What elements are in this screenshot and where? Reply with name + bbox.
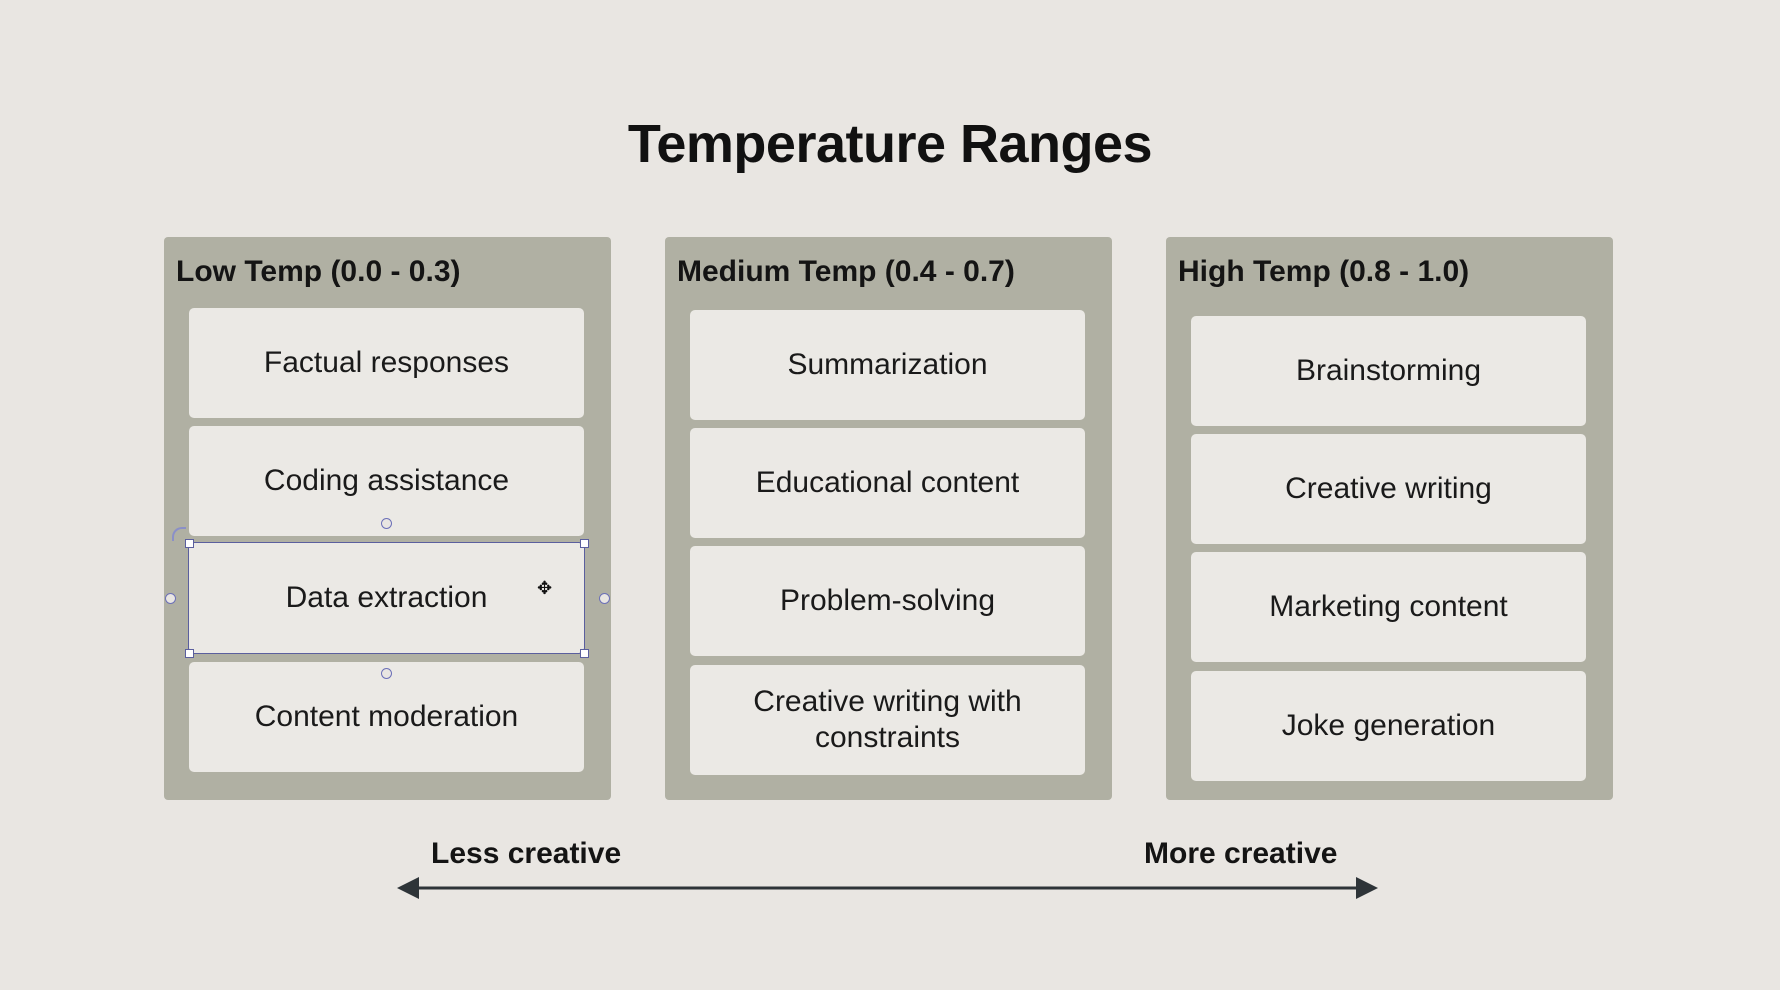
- resize-handle-top-right[interactable]: [580, 539, 589, 548]
- resize-handle-bottom-right[interactable]: [580, 649, 589, 658]
- double-arrow-icon: [397, 877, 1378, 899]
- card-marketing-content[interactable]: Marketing content: [1191, 552, 1586, 662]
- diagram-title: Temperature Ranges: [627, 114, 1153, 174]
- card-coding-assistance[interactable]: Coding assistance: [189, 426, 584, 536]
- card-summarization[interactable]: Summarization: [690, 310, 1085, 420]
- card-problem-solving[interactable]: Problem-solving: [690, 546, 1085, 656]
- connector-handle-top[interactable]: [381, 518, 392, 529]
- connector-handle-left[interactable]: [165, 593, 176, 604]
- card-creative-writing[interactable]: Creative writing: [1191, 434, 1586, 544]
- card-factual-responses[interactable]: Factual responses: [189, 308, 584, 418]
- column-heading: Low Temp (0.0 - 0.3): [176, 255, 461, 288]
- scale-label-less-creative: Less creative: [431, 837, 622, 870]
- column-heading: High Temp (0.8 - 1.0): [1178, 255, 1470, 288]
- resize-handle-top-left[interactable]: [185, 539, 194, 548]
- card-joke-generation[interactable]: Joke generation: [1191, 671, 1586, 781]
- column-heading: Medium Temp (0.4 - 0.7): [677, 255, 1015, 288]
- connector-handle-right[interactable]: [599, 593, 610, 604]
- connector-handle-bottom[interactable]: [381, 668, 392, 679]
- card-brainstorming[interactable]: Brainstorming: [1191, 316, 1586, 426]
- resize-handle-bottom-left[interactable]: [185, 649, 194, 658]
- card-creative-writing-constraints[interactable]: Creative writing with constraints: [690, 665, 1085, 775]
- column-high-temp[interactable]: High Temp (0.8 - 1.0) Brainstorming Crea…: [1166, 237, 1613, 800]
- card-data-extraction[interactable]: Data extraction: [188, 542, 585, 654]
- card-educational-content[interactable]: Educational content: [690, 428, 1085, 538]
- rotate-handle-icon[interactable]: [172, 527, 186, 541]
- card-content-moderation[interactable]: Content moderation: [189, 662, 584, 772]
- move-cursor-icon: ✥: [537, 578, 553, 598]
- column-medium-temp[interactable]: Medium Temp (0.4 - 0.7) Summarization Ed…: [665, 237, 1112, 800]
- scale-label-more-creative: More creative: [1144, 837, 1338, 870]
- column-low-temp[interactable]: Low Temp (0.0 - 0.3) Factual responses C…: [164, 237, 611, 800]
